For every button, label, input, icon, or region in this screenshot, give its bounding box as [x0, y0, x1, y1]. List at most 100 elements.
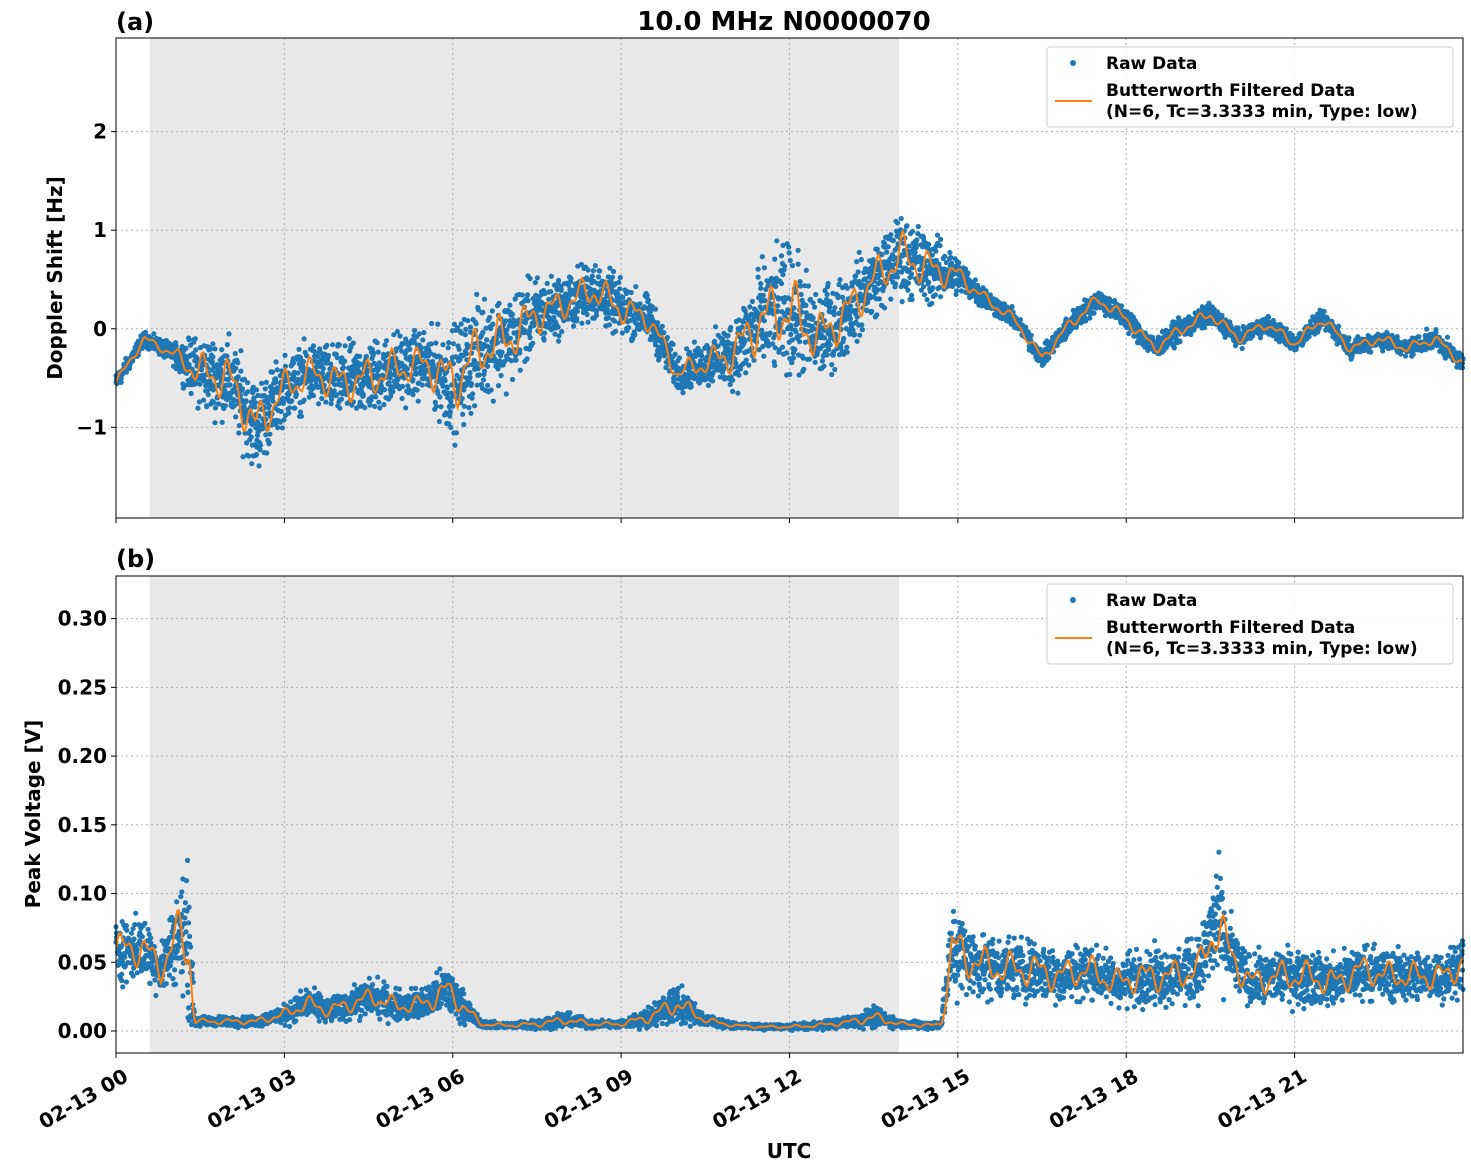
raw-data-point: [447, 409, 453, 415]
raw-data-point: [437, 394, 443, 400]
raw-data-point: [274, 367, 280, 373]
raw-data-point: [798, 291, 804, 298]
raw-data-point: [938, 236, 944, 242]
raw-data-point: [304, 353, 310, 359]
raw-data-point: [571, 323, 577, 329]
raw-data-point: [831, 311, 837, 318]
raw-data-point: [329, 396, 335, 402]
raw-data-point: [534, 275, 541, 281]
raw-data-point: [319, 395, 325, 401]
raw-data-point: [267, 431, 273, 437]
raw-data-point: [381, 402, 387, 408]
raw-data-point: [617, 286, 623, 292]
raw-data-point: [956, 260, 962, 266]
raw-data-point: [597, 268, 603, 274]
raw-data-point: [367, 402, 373, 408]
raw-data-point: [236, 430, 242, 436]
raw-data-point: [929, 300, 935, 306]
raw-data-point: [333, 393, 339, 399]
raw-data-point: [273, 379, 279, 385]
raw-data-point: [1235, 325, 1241, 331]
raw-data-point: [760, 292, 766, 298]
raw-data-point: [509, 311, 516, 317]
raw-data-point: [413, 365, 419, 371]
raw-data-point: [401, 341, 407, 347]
raw-data-point: [965, 270, 971, 276]
raw-data-point: [336, 342, 342, 348]
raw-data-point: [821, 335, 828, 341]
raw-data-point: [262, 386, 268, 392]
raw-data-point: [345, 374, 351, 380]
raw-data-point: [806, 356, 813, 362]
raw-data-point: [348, 387, 354, 393]
raw-data-point: [209, 359, 215, 365]
raw-data-point: [403, 405, 409, 411]
raw-data-point: [1091, 310, 1097, 316]
raw-data-point: [458, 321, 464, 327]
raw-data-point: [626, 324, 632, 331]
raw-data-point: [487, 314, 493, 321]
raw-data-point: [551, 314, 557, 320]
raw-data-point: [559, 329, 565, 335]
raw-data-point: [556, 333, 562, 339]
raw-data-point: [404, 366, 410, 372]
raw-data-point: [233, 414, 239, 420]
raw-data-point: [1336, 323, 1342, 329]
raw-data-point: [444, 385, 450, 391]
raw-data-point: [231, 403, 237, 409]
raw-data-point: [376, 360, 382, 366]
raw-data-point: [448, 424, 454, 430]
raw-data-point: [495, 383, 502, 389]
raw-data-point: [773, 283, 779, 289]
raw-data-point: [755, 266, 761, 272]
raw-data-point: [382, 342, 388, 348]
raw-data-point: [188, 390, 194, 397]
raw-data-point: [921, 292, 928, 298]
raw-data-point: [257, 447, 263, 453]
raw-data-point: [210, 341, 216, 347]
raw-data-point: [248, 404, 254, 410]
raw-data-point: [390, 361, 396, 367]
raw-data-point: [859, 327, 865, 333]
raw-data-point: [212, 420, 218, 426]
raw-data-point: [253, 451, 260, 458]
raw-data-point: [747, 304, 753, 310]
raw-data-point: [504, 327, 510, 333]
raw-data-point: [932, 292, 939, 298]
raw-data-point: [884, 249, 890, 255]
raw-data-point: [645, 297, 651, 303]
raw-data-point: [241, 403, 247, 410]
raw-data-point: [874, 312, 880, 318]
raw-data-point: [490, 398, 496, 404]
raw-data-point: [460, 411, 466, 417]
raw-data-point: [758, 281, 764, 287]
raw-data-point: [340, 365, 347, 371]
raw-data-point: [947, 249, 953, 256]
raw-data-point: [924, 297, 930, 303]
raw-data-point: [484, 337, 490, 343]
raw-data-point: [269, 369, 276, 375]
raw-data-point: [758, 285, 764, 291]
raw-data-point: [672, 351, 678, 357]
raw-data-point: [789, 337, 796, 343]
raw-data-point: [777, 316, 784, 322]
raw-data-point: [394, 329, 400, 335]
raw-data-point: [296, 346, 302, 352]
raw-data-point: [259, 380, 265, 386]
raw-data-point: [360, 393, 366, 399]
raw-data-point: [480, 377, 487, 383]
raw-data-point: [481, 368, 488, 374]
raw-data-point: [264, 450, 270, 456]
raw-data-point: [281, 417, 287, 423]
raw-data-point: [812, 359, 818, 365]
raw-data-point: [788, 331, 794, 337]
raw-data-point: [173, 365, 179, 372]
raw-data-point: [688, 384, 694, 390]
raw-data-point: [222, 403, 228, 409]
raw-data-point: [895, 274, 901, 280]
raw-data-point: [859, 322, 865, 328]
raw-data-point: [827, 304, 833, 311]
raw-data-point: [433, 403, 439, 409]
raw-data-point: [609, 274, 616, 280]
